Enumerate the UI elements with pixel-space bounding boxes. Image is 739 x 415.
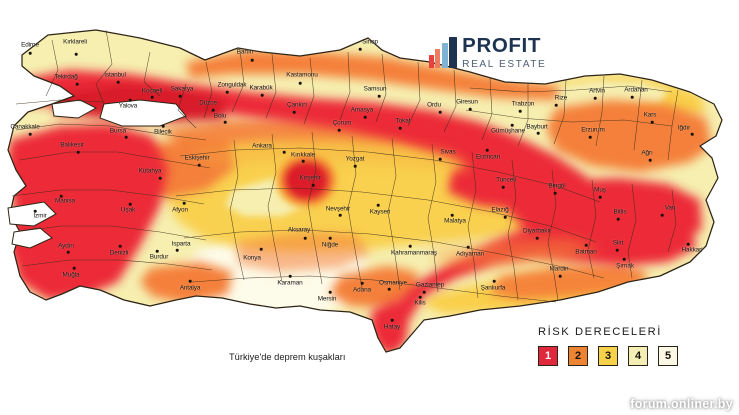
city-marker: [33, 209, 37, 213]
city-marker: [438, 110, 442, 114]
map-caption: Türkiye'de deprem kuşakları: [229, 352, 346, 362]
city-marker: [353, 164, 357, 168]
city-marker: [282, 150, 286, 154]
city-marker: [197, 163, 201, 167]
city-marker: [338, 213, 342, 217]
city-marker: [259, 247, 263, 251]
city-marker: [118, 244, 122, 248]
city-marker: [175, 248, 179, 252]
city-marker: [128, 202, 132, 206]
city-marker: [75, 82, 79, 86]
logo-bars-icon: [429, 37, 458, 69]
city-marker: [158, 176, 162, 180]
city-marker: [298, 81, 302, 85]
risk-swatch-2: 2: [568, 346, 588, 366]
city-marker: [422, 290, 426, 294]
city-marker: [690, 132, 694, 136]
city-marker: [76, 150, 80, 154]
city-marker: [150, 95, 154, 99]
city-marker: [311, 183, 315, 187]
city-marker: [535, 236, 539, 240]
city-marker: [182, 201, 186, 205]
city-marker: [398, 126, 402, 130]
city-marker: [116, 80, 120, 84]
city-marker: [390, 318, 394, 322]
city-marker: [28, 132, 32, 136]
city-marker: [328, 236, 332, 240]
city-marker: [337, 128, 341, 132]
city-marker: [223, 120, 227, 124]
city-marker: [438, 157, 442, 161]
city-marker: [558, 274, 562, 278]
city-marker: [72, 266, 76, 270]
logo-primary-text: PROFIT: [462, 34, 541, 57]
city-marker: [418, 295, 422, 299]
risk-swatch-1: 1: [538, 346, 558, 366]
risk-swatch-4: 4: [628, 346, 648, 366]
city-marker: [630, 95, 634, 99]
city-marker: [250, 58, 254, 62]
city-marker: [492, 279, 496, 283]
risk-swatch-5: 5: [658, 346, 678, 366]
city-marker: [686, 242, 690, 246]
city-marker: [615, 248, 619, 252]
city-marker: [155, 249, 159, 253]
city-marker: [593, 96, 597, 100]
city-marker: [660, 213, 664, 217]
city-marker: [518, 109, 522, 113]
city-marker: [66, 250, 70, 254]
city-marker: [178, 94, 182, 98]
city-marker: [360, 281, 364, 285]
risk-swatch-3: 3: [598, 346, 618, 366]
city-marker: [377, 94, 381, 98]
city-marker: [303, 236, 307, 240]
city-marker: [225, 90, 229, 94]
city-marker: [211, 108, 215, 112]
city-marker: [292, 110, 296, 114]
city-marker: [59, 194, 63, 198]
city-marker: [485, 148, 489, 152]
risk-legend-title: RİSK DERECELERİ: [538, 326, 662, 338]
city-marker: [554, 103, 558, 107]
city-marker: [510, 123, 514, 127]
profit-real-estate-logo: PROFIT REAL ESTATE: [429, 34, 547, 70]
city-marker: [648, 158, 652, 162]
city-marker: [622, 257, 626, 261]
city-marker: [74, 52, 78, 56]
city-marker: [503, 215, 507, 219]
city-marker: [376, 203, 380, 207]
city-marker: [650, 120, 654, 124]
city-marker: [188, 279, 192, 283]
city-marker: [536, 131, 540, 135]
city-marker: [501, 185, 505, 189]
city-marker: [328, 290, 332, 294]
city-marker: [588, 135, 592, 139]
city-marker: [584, 243, 588, 247]
city-marker: [553, 191, 557, 195]
city-marker: [358, 47, 362, 51]
city-marker: [363, 115, 367, 119]
city-marker: [288, 274, 292, 278]
city-marker: [616, 217, 620, 221]
city-marker: [387, 287, 391, 291]
city-marker: [161, 124, 165, 128]
logo-secondary-text: REAL ESTATE: [462, 58, 547, 70]
city-marker: [598, 195, 602, 199]
city-marker: [450, 213, 454, 217]
city-marker: [466, 245, 470, 249]
city-marker: [468, 107, 472, 111]
city-marker: [301, 159, 305, 163]
city-marker: [260, 93, 264, 97]
city-marker: [408, 244, 412, 248]
forum-watermark: forum.onliner.by: [630, 397, 733, 411]
city-marker: [124, 135, 128, 139]
city-marker: [28, 51, 32, 55]
city-marker: [128, 98, 132, 102]
